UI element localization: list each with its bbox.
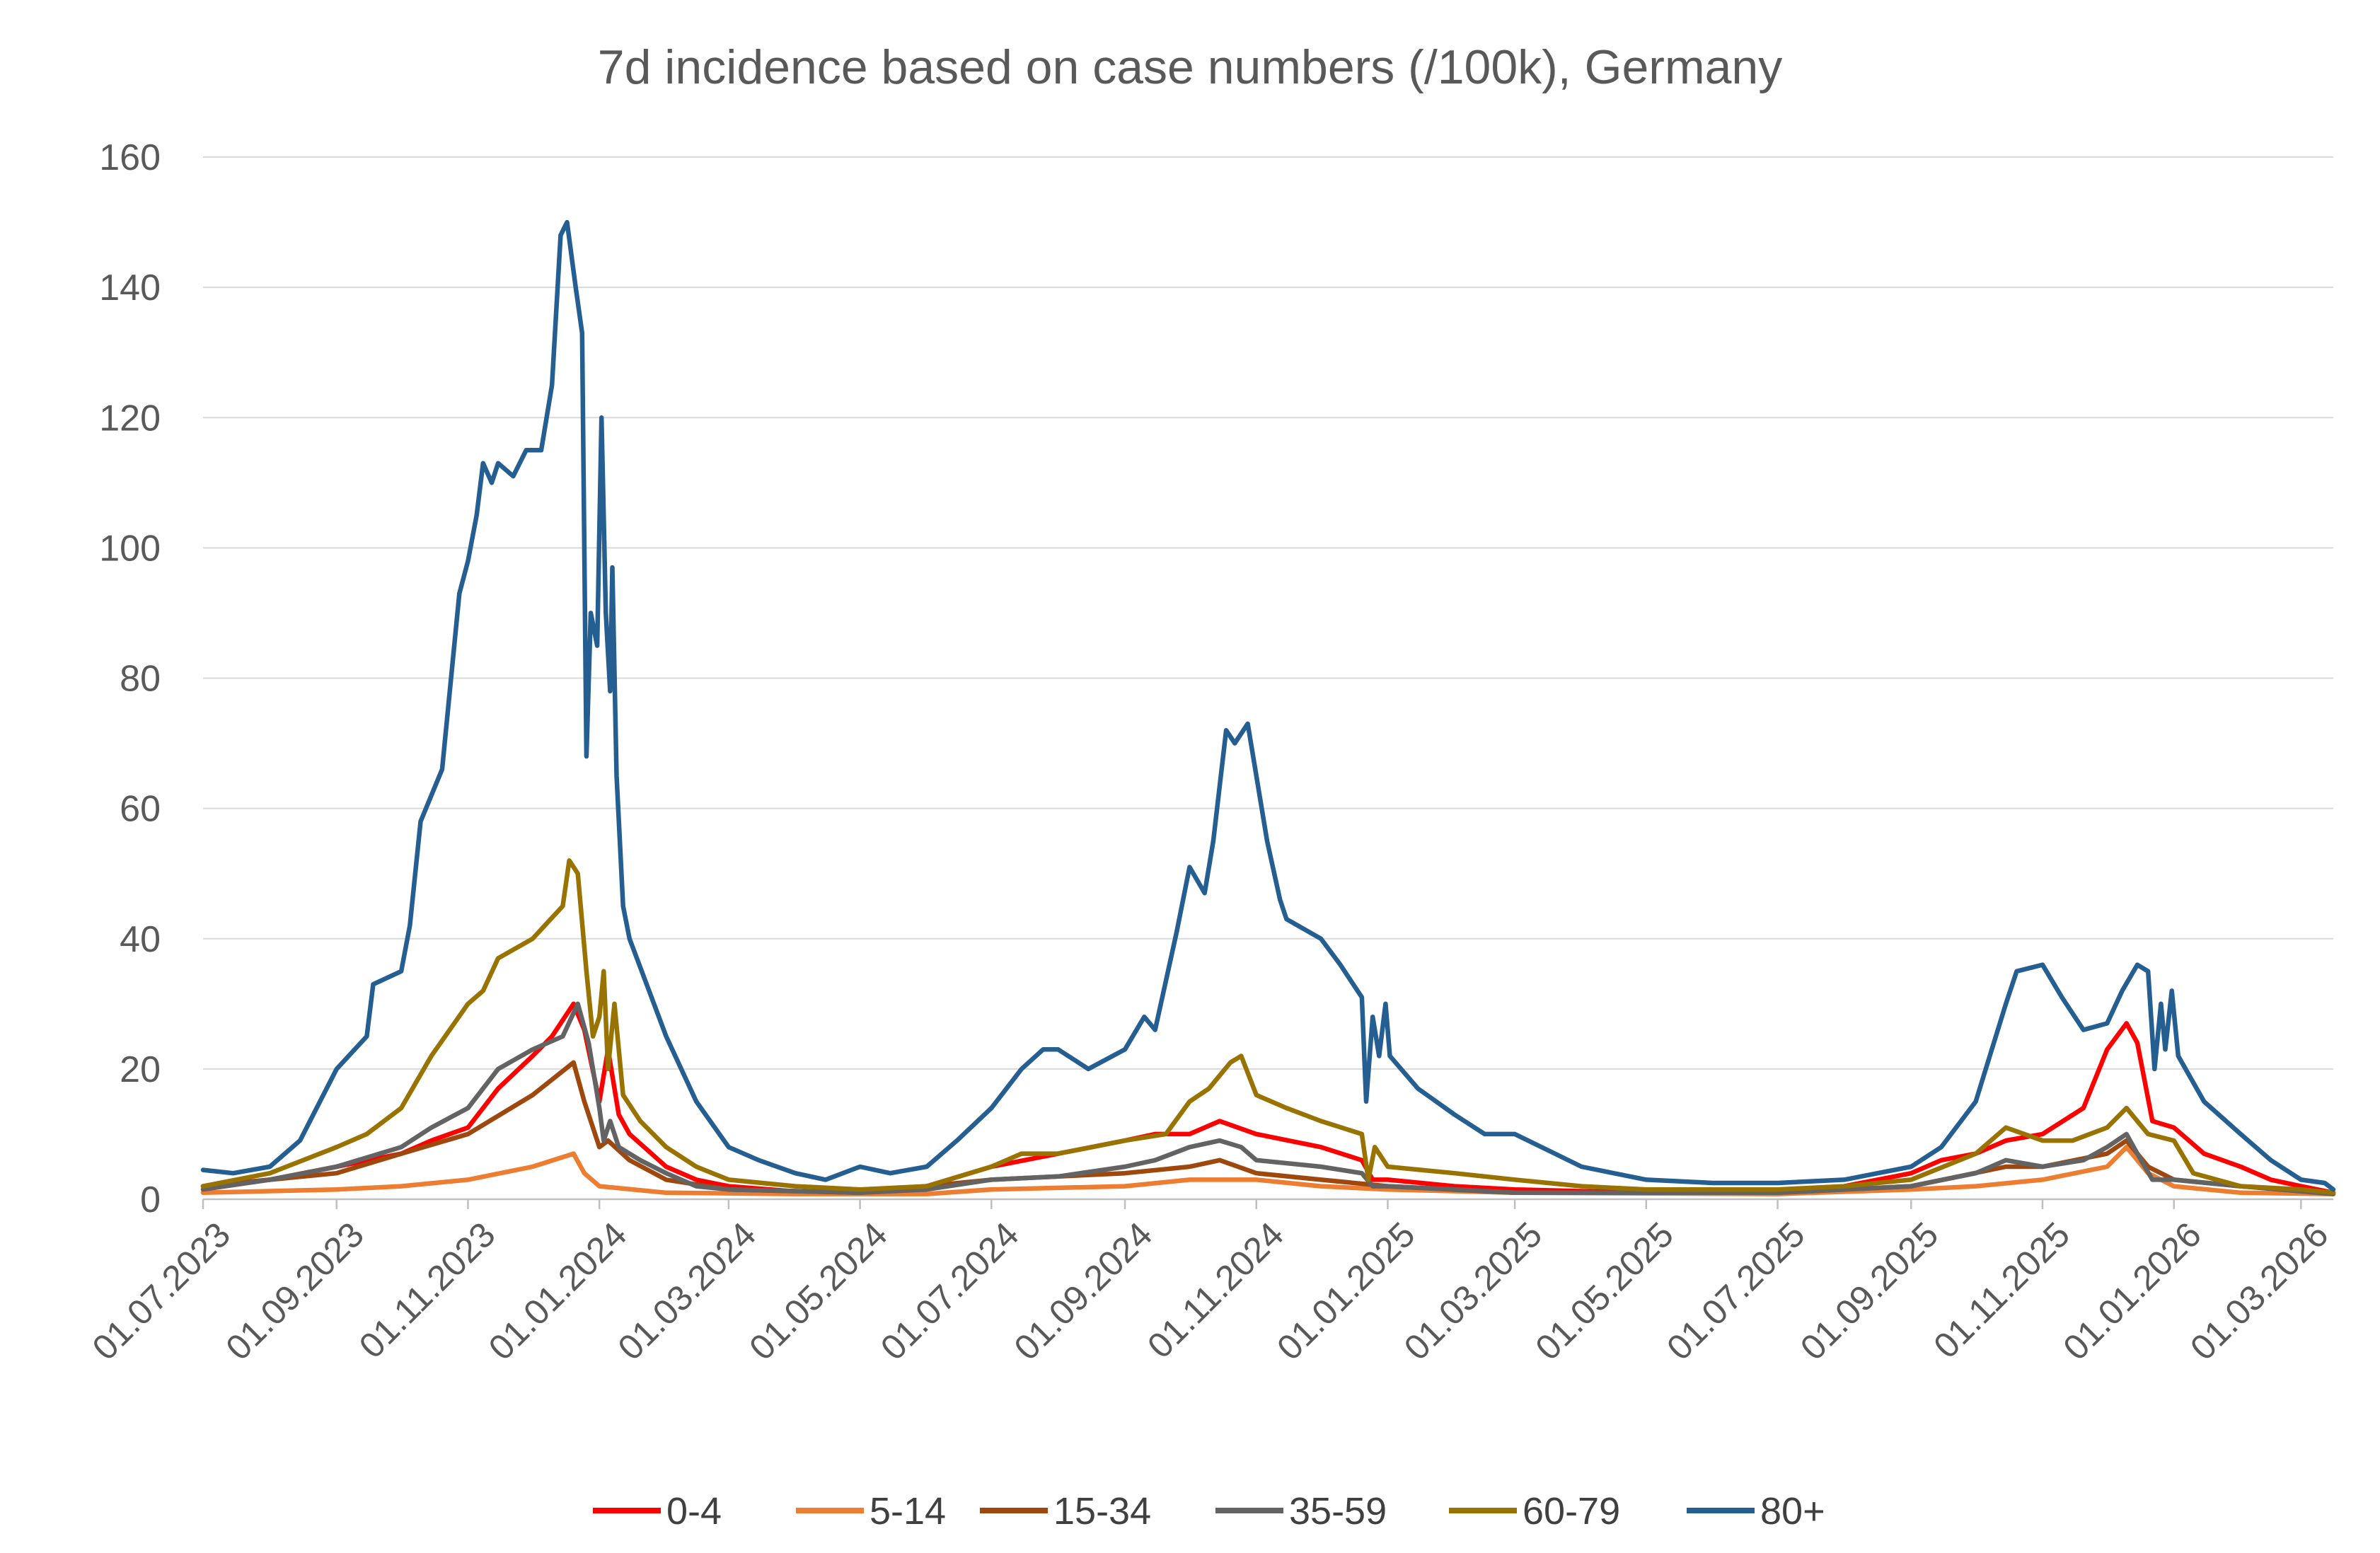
series-line-35-59 [200,1001,2336,1196]
y-tick-20: 20 [120,1049,161,1090]
legend-label-0-4: 0-4 [666,1490,722,1532]
series-line-80+ [200,219,2336,1192]
chart-title: 7d incidence based on case numbers (/100… [598,40,1782,94]
legend-label-15-34: 15-34 [1053,1490,1151,1532]
x-tick-01.03.2025: 01.03.2025 [1397,1215,1550,1368]
x-axis [202,1198,2333,1209]
series-line-60-79 [200,858,2336,1196]
x-tick-01.07.2023: 01.07.2023 [85,1215,238,1368]
series-line-15-34 [200,1060,2336,1196]
x-tick-01.11.2024: 01.11.2024 [1140,1215,1291,1366]
x-tick-01.09.2025: 01.09.2025 [1793,1215,1946,1368]
x-tick-01.11.2023: 01.11.2023 [352,1215,503,1366]
y-tick-60: 60 [120,789,161,830]
y-tick-labels: 0 20 40 60 80 100 120 140 160 [99,137,161,1220]
x-tick-01.07.2025: 01.07.2025 [1659,1215,1813,1368]
y-tick-100: 100 [99,528,161,569]
y-tick-40: 40 [120,919,161,960]
series-line-5-14 [200,1145,2336,1196]
legend-label-35-59: 35-59 [1289,1490,1387,1532]
y-tick-160: 160 [99,137,161,178]
x-tick-01.11.2025: 01.11.2025 [1926,1215,2077,1366]
x-tick-01.09.2024: 01.09.2024 [1007,1215,1160,1368]
series-line-0-4 [200,1001,2336,1196]
x-tick-01.09.2023: 01.09.2023 [218,1215,371,1368]
x-tick-01.01.2026: 01.01.2026 [2055,1215,2209,1368]
legend: 0-4 5-14 15-34 35-59 60-79 80+ [593,1490,1825,1532]
legend-label-80+: 80+ [1760,1490,1825,1532]
x-tick-01.05.2024: 01.05.2024 [741,1215,895,1368]
x-tick-01.01.2024: 01.01.2024 [481,1215,635,1368]
x-tick-01.03.2026: 01.03.2026 [2183,1215,2336,1368]
x-tick-01.03.2024: 01.03.2024 [611,1215,764,1368]
x-tick-01.07.2024: 01.07.2024 [873,1215,1027,1368]
y-tick-0: 0 [140,1179,161,1220]
y-tick-80: 80 [120,659,161,700]
x-tick-labels: 01.07.202301.09.202301.11.202301.01.2024… [85,1215,2336,1368]
legend-label-5-14: 5-14 [870,1490,946,1532]
x-tick-01.05.2025: 01.05.2025 [1527,1215,1681,1368]
y-tick-140: 140 [99,267,161,308]
y-tick-120: 120 [99,398,161,439]
grid [203,156,2333,1070]
x-tick-01.01.2025: 01.01.2025 [1269,1215,1423,1368]
series-lines [200,219,2336,1196]
legend-label-60-79: 60-79 [1523,1490,1620,1532]
